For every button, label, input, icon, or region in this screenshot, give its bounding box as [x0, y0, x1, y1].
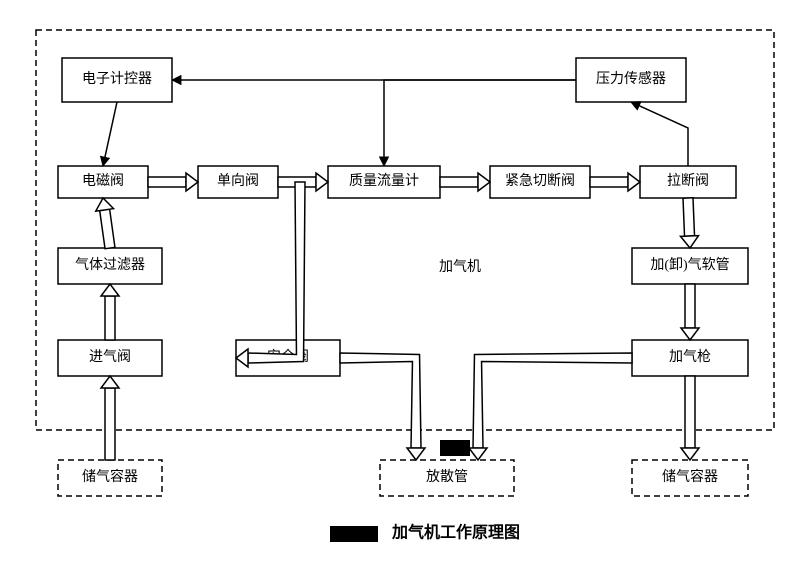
node-label-solenoid: 电磁阀: [82, 173, 124, 189]
node-pressure: 压力传感器: [576, 58, 686, 102]
flow-arrow-3: [148, 173, 198, 191]
node-tank_right: 储气容器: [632, 460, 748, 496]
flow-arrow-1: [101, 284, 119, 340]
node-inlet: 进气阀: [58, 340, 162, 376]
redaction-block: [440, 440, 470, 456]
flow-arrow-safety-to-vent-left: [340, 353, 425, 460]
node-cutoff: 紧急切断阀: [490, 166, 590, 198]
flow-arrow-8: [681, 284, 699, 340]
dispenser-label: 加气机: [439, 259, 481, 275]
flow-arrow-2: [96, 198, 115, 249]
node-breakaway: 拉断阀: [640, 166, 736, 198]
node-label-tank_right: 储气容器: [662, 468, 718, 485]
node-label-breakaway: 拉断阀: [667, 173, 709, 189]
node-label-filter: 气体过滤器: [75, 257, 145, 273]
flow-arrow-0: [101, 376, 119, 460]
flow-arrow-6: [590, 173, 640, 191]
signal-arrow-pressure-to-flowmeter: [384, 80, 576, 166]
signal-arrow-controller-to-solenoid: [103, 102, 117, 166]
node-solenoid: 电磁阀: [58, 166, 148, 198]
node-label-flowmeter: 质量流量计: [349, 173, 419, 189]
flow-arrow-gun-to-vent-right: [469, 353, 632, 460]
node-label-gun: 加气枪: [669, 348, 711, 365]
node-label-vent: 放散管: [426, 469, 468, 485]
node-flowmeter: 质量流量计: [328, 166, 440, 198]
node-vent: 放散管: [380, 460, 514, 496]
node-gun: 加气枪: [632, 340, 748, 376]
flow-arrow-5: [440, 173, 490, 191]
node-controller: 电子计控器: [62, 58, 172, 102]
node-filter: 气体过滤器: [58, 248, 162, 284]
flow-arrow-7: [681, 198, 699, 248]
node-label-inlet: 进气阀: [89, 349, 131, 365]
node-label-controller: 电子计控器: [82, 71, 152, 87]
node-hose: 加(卸)气软管: [632, 248, 748, 284]
figure-number-bar: [330, 526, 378, 542]
node-label-cutoff: 紧急切断阀: [505, 173, 575, 189]
node-label-check: 单向阀: [217, 173, 259, 189]
node-tank_left: 储气容器: [58, 460, 162, 496]
signal-arrow-breakaway-to-pressure: [631, 102, 688, 166]
flow-arrow-9: [681, 376, 699, 460]
node-label-tank_left: 储气容器: [82, 468, 138, 485]
node-label-hose: 加(卸)气软管: [650, 257, 729, 273]
figure-title: 加气机工作原理图: [391, 523, 520, 542]
node-label-pressure: 压力传感器: [596, 70, 666, 87]
node-check: 单向阀: [198, 166, 278, 198]
